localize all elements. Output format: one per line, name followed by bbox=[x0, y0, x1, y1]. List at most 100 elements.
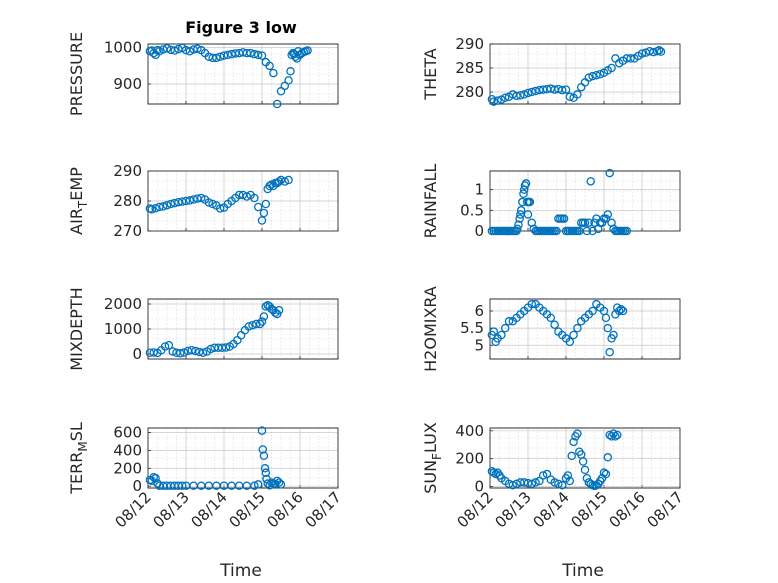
data-point bbox=[525, 197, 535, 207]
data-point bbox=[234, 190, 244, 200]
y-tick-label: 5 bbox=[474, 336, 484, 354]
axes-border bbox=[489, 43, 681, 105]
data-point bbox=[196, 193, 206, 203]
data-point bbox=[258, 445, 268, 454]
x-tick-label: 08/16 bbox=[606, 488, 649, 531]
data-point bbox=[616, 305, 626, 314]
data-point bbox=[527, 299, 537, 309]
data-point bbox=[592, 70, 601, 80]
y-tick-label: 285 bbox=[455, 59, 484, 77]
data-point bbox=[573, 90, 582, 99]
data-point bbox=[565, 476, 575, 486]
data-point bbox=[170, 198, 179, 208]
x-axis-label: Time bbox=[219, 561, 262, 581]
data-point bbox=[599, 468, 609, 477]
data-point bbox=[588, 306, 597, 316]
data-point bbox=[622, 226, 632, 236]
data-point bbox=[535, 476, 544, 486]
data-point bbox=[267, 180, 276, 189]
data-point bbox=[559, 214, 569, 223]
data-point bbox=[176, 348, 185, 358]
data-point bbox=[487, 94, 497, 104]
data-point bbox=[259, 312, 269, 321]
data-point bbox=[569, 330, 578, 340]
data-point bbox=[514, 220, 523, 230]
subplot-7: 0200400SUNFLUX08/1208/1308/1408/1508/160… bbox=[421, 422, 687, 581]
data-point bbox=[500, 93, 510, 103]
data-point bbox=[198, 348, 208, 357]
data-point bbox=[519, 90, 529, 99]
data-point bbox=[567, 451, 576, 461]
data-series bbox=[145, 426, 286, 491]
plot-title: Figure 3 low bbox=[185, 18, 297, 37]
data-series bbox=[487, 429, 622, 491]
subplot-6: 0200400600TERRMSL08/1208/1308/1408/1508/… bbox=[67, 422, 345, 581]
data-point bbox=[272, 99, 282, 109]
data-point bbox=[626, 54, 635, 63]
x-tick-label: 08/15 bbox=[568, 488, 611, 531]
data-point bbox=[557, 85, 567, 95]
data-point bbox=[565, 337, 575, 347]
y-tick-label: 0 bbox=[132, 345, 142, 363]
data-point bbox=[303, 46, 312, 55]
x-axis-label: Time bbox=[561, 561, 604, 581]
data-point bbox=[516, 206, 526, 215]
data-point bbox=[246, 48, 255, 58]
y-axis-label: MIXDEPTH bbox=[67, 287, 86, 370]
data-series bbox=[145, 300, 284, 358]
x-tick-label: 08/17 bbox=[302, 488, 345, 531]
y-tick-label: 200 bbox=[113, 459, 142, 477]
data-point bbox=[611, 432, 620, 441]
data-point bbox=[250, 481, 259, 491]
y-tick-label: 600 bbox=[113, 423, 142, 441]
data-point bbox=[603, 453, 613, 462]
data-point bbox=[618, 306, 628, 316]
data-point bbox=[170, 46, 179, 55]
data-point bbox=[527, 479, 537, 489]
data-point bbox=[504, 317, 514, 326]
data-point bbox=[584, 73, 594, 82]
data-point bbox=[151, 203, 160, 213]
x-tick-label: 08/13 bbox=[492, 488, 535, 531]
data-point bbox=[561, 85, 571, 94]
data-point bbox=[516, 91, 525, 100]
data-point bbox=[261, 199, 271, 209]
x-tick-label: 08/17 bbox=[644, 488, 687, 531]
data-point bbox=[607, 63, 616, 73]
data-point bbox=[155, 202, 164, 212]
y-tick-label: 5.5 bbox=[460, 319, 484, 337]
data-point bbox=[580, 465, 590, 475]
data-point bbox=[578, 457, 588, 466]
x-tick-label: 08/16 bbox=[264, 488, 307, 531]
data-point bbox=[580, 218, 590, 227]
data-point bbox=[261, 468, 271, 478]
data-point bbox=[542, 469, 552, 479]
axes-border bbox=[489, 170, 681, 232]
y-tick-label: 0 bbox=[474, 478, 484, 496]
data-point bbox=[187, 345, 196, 355]
data-point bbox=[162, 200, 172, 210]
data-point bbox=[164, 340, 174, 350]
x-tick-label: 08/14 bbox=[188, 488, 231, 531]
data-point bbox=[257, 426, 267, 435]
data-point bbox=[250, 193, 259, 203]
data-point bbox=[605, 168, 614, 178]
data-point bbox=[259, 451, 269, 461]
data-series bbox=[487, 168, 632, 236]
data-point bbox=[557, 480, 567, 490]
y-tick-label: 900 bbox=[113, 75, 142, 93]
data-point bbox=[489, 97, 499, 106]
data-point bbox=[274, 177, 284, 186]
data-point bbox=[160, 342, 170, 351]
data-point bbox=[149, 348, 158, 357]
data-point bbox=[257, 216, 267, 225]
data-point bbox=[550, 478, 559, 487]
data-point bbox=[515, 214, 524, 223]
y-axis-label: RAINFALL bbox=[421, 164, 440, 239]
y-tick-label: 0 bbox=[132, 477, 142, 495]
data-point bbox=[221, 343, 231, 352]
data-point bbox=[191, 346, 200, 356]
subplot-0: 900 1000 PRESSURE Figure 3 low bbox=[67, 18, 339, 116]
y-tick-label: 400 bbox=[113, 441, 142, 459]
data-point bbox=[269, 68, 278, 78]
